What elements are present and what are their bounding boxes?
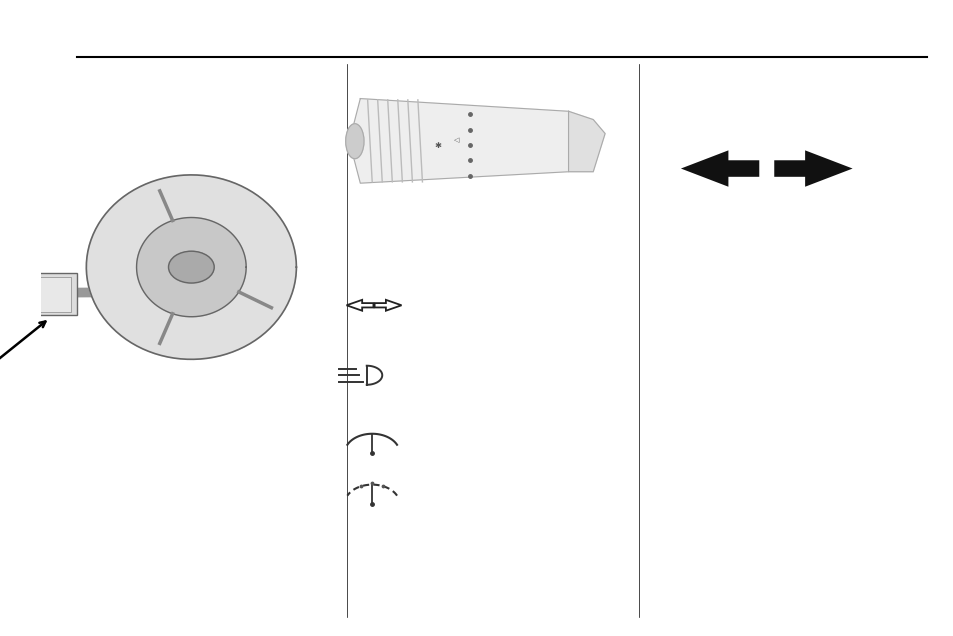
Bar [31, 277, 71, 312]
Circle shape [169, 251, 214, 283]
Text: ◁: ◁ [453, 137, 458, 143]
Text: ✱: ✱ [434, 141, 441, 149]
Polygon shape [680, 150, 759, 187]
Polygon shape [774, 150, 852, 187]
Polygon shape [349, 99, 580, 183]
Polygon shape [87, 175, 296, 359]
Bar [27, 273, 77, 315]
Ellipse shape [345, 123, 364, 158]
Polygon shape [136, 218, 246, 317]
Polygon shape [568, 111, 604, 172]
